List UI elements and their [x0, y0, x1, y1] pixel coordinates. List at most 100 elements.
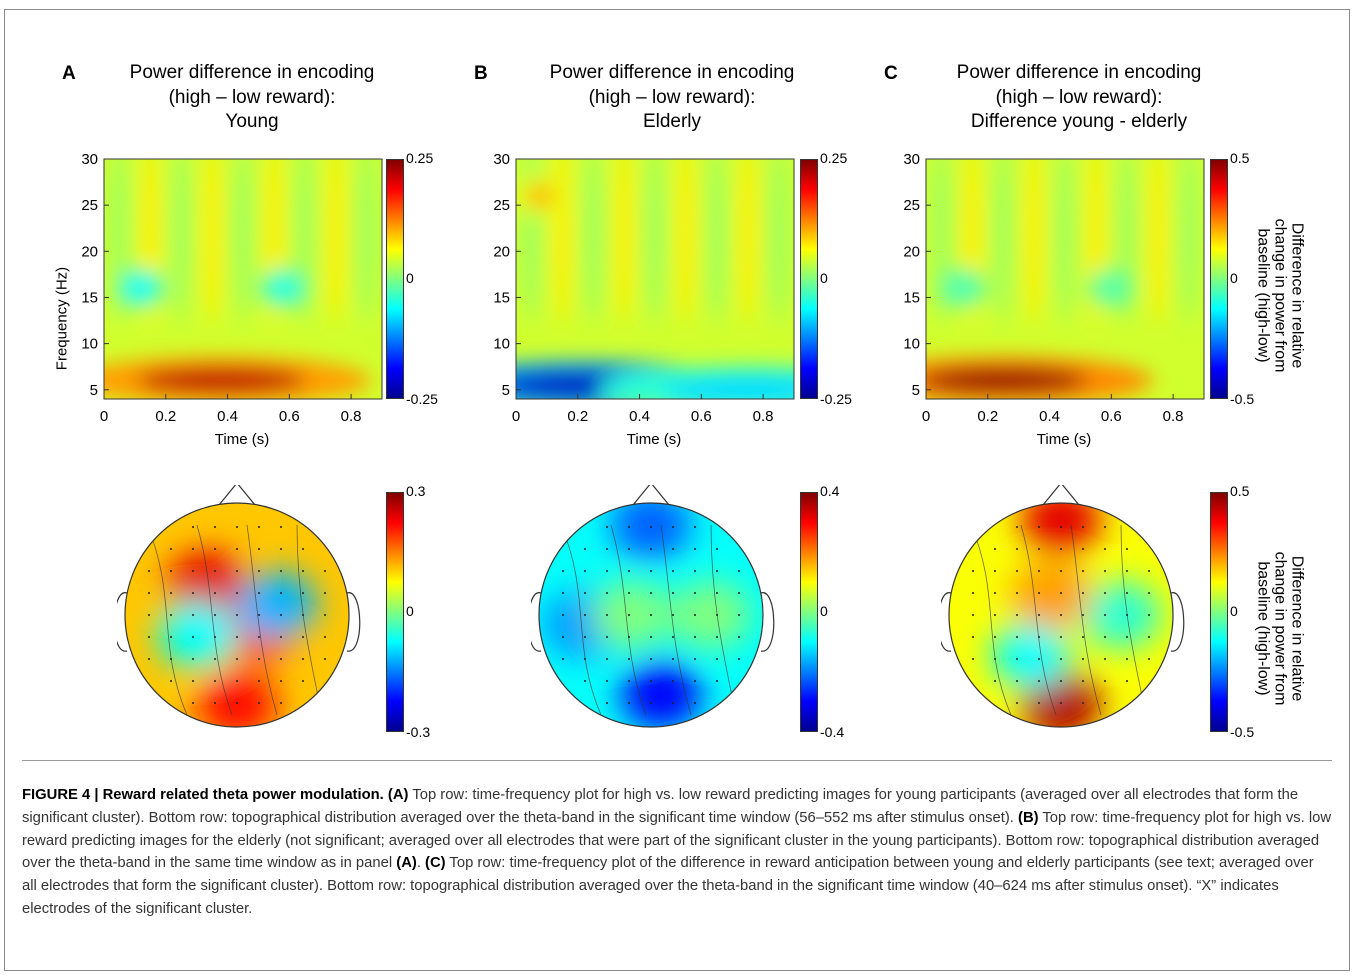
tf-ytick-label: 20: [903, 243, 920, 260]
electrode-dot: [650, 526, 652, 528]
tf-frame: [925, 158, 1205, 400]
electrode-dot: [650, 592, 652, 594]
electrode-dot: [280, 570, 282, 572]
electrode-dot: [1016, 548, 1018, 550]
tf-stripe: [171, 159, 192, 323]
tf-stripe: [583, 159, 604, 323]
electrode-dot: [972, 614, 974, 616]
contour-line: [196, 524, 233, 716]
electrode-dot: [1148, 636, 1150, 638]
topo-blob: [671, 581, 751, 649]
electrode-dot: [214, 548, 216, 550]
cbar-tick-max: 0.4: [820, 483, 840, 499]
electrode-dot: [280, 526, 282, 528]
tf-ytick-label: 25: [81, 197, 98, 214]
electrode-dot: [672, 702, 674, 704]
electrode-dot: [214, 570, 216, 572]
electrode-dot: [258, 658, 260, 660]
tf-plot-a: 30 25 20 15 10 50 0.2 0.4 0.6 0.8: [81, 151, 383, 425]
electrode-dot: [258, 548, 260, 550]
tf-ytick-label: 25: [493, 197, 510, 214]
tf-ytick-label: 5: [502, 382, 510, 399]
tf-stripe: [737, 159, 758, 323]
tf-stripe: [356, 159, 377, 323]
electrode-dot: [1104, 526, 1106, 528]
tf-stripe: [645, 159, 665, 323]
electrode-dot: [1016, 570, 1018, 572]
electrode-dot: [192, 636, 194, 638]
electrode-dot: [628, 592, 630, 594]
electrode-dot: [1060, 570, 1062, 572]
electrode-dot: [1016, 658, 1018, 660]
tf-xlabel: Time (s): [214, 431, 270, 448]
topo-blob: [1081, 581, 1161, 649]
tf-ytick-label: 25: [903, 197, 920, 214]
electrode-dot: [302, 548, 304, 550]
electrode-dot: [214, 702, 216, 704]
electrode-dot: [302, 592, 304, 594]
electrode-dot: [1016, 636, 1018, 638]
tf-xtick-label: 0.2: [155, 408, 176, 425]
electrode-dot: [1104, 702, 1106, 704]
contour-line: [1070, 524, 1102, 716]
electrode-dot: [1148, 614, 1150, 616]
electrode-dot: [236, 658, 238, 660]
electrode-dot: [280, 614, 282, 616]
electrode-dot: [236, 526, 238, 528]
tf-stripe: [768, 159, 789, 323]
electrode-dot: [214, 658, 216, 660]
cbar-tick-max: 0.3: [406, 483, 426, 499]
electrode-dot: [324, 570, 326, 572]
electrode-dot: [1038, 636, 1040, 638]
topo-map-c: [941, 485, 1185, 728]
electrode-dot: [1082, 636, 1084, 638]
electrode-dot: [584, 548, 586, 550]
tf-stripe: [233, 159, 253, 323]
electrode-dot: [280, 636, 282, 638]
electrode-dot: [1060, 548, 1062, 550]
electrode-dot: [192, 658, 194, 660]
electrode-dot: [994, 680, 996, 682]
electrode-dot: [280, 680, 282, 682]
electrode-dot: [716, 680, 718, 682]
electrode-dot: [650, 658, 652, 660]
tf-ytick-label: 5: [90, 382, 98, 399]
cbar-title: Difference in relative change in power f…: [1254, 218, 1306, 373]
electrode-dot: [972, 570, 974, 572]
electrode-dot: [236, 680, 238, 682]
right-ear: [346, 592, 361, 652]
electrode-dot: [738, 658, 740, 660]
topo-blob: [197, 671, 277, 727]
electrode-dot: [1104, 680, 1106, 682]
topo-blob: [1021, 503, 1101, 554]
electrode-dot: [236, 636, 238, 638]
electrode-dot: [1126, 548, 1128, 550]
topo-blob: [167, 551, 247, 619]
electrode-dot: [148, 658, 150, 660]
electrode-dot: [584, 614, 586, 616]
electrode-dot: [694, 592, 696, 594]
electrode-dot: [672, 526, 674, 528]
electrode-dot: [1104, 636, 1106, 638]
electrode-dot: [628, 548, 630, 550]
cbar-tick-min: -0.3: [406, 724, 431, 740]
caption-separator: [22, 760, 1332, 761]
topo-blob: [991, 621, 1071, 689]
electrode-dot: [280, 658, 282, 660]
contour-line: [660, 524, 692, 716]
cbar-tick-min: -0.25: [406, 391, 438, 407]
tf-ytick-label: 30: [81, 151, 98, 168]
head-outline: [124, 502, 350, 728]
topo-map-b: [531, 485, 775, 728]
electrode-dot: [1126, 570, 1128, 572]
electrode-dot: [1038, 526, 1040, 528]
electrode-dot: [1060, 636, 1062, 638]
cbar-tick-mid: 0: [1230, 603, 1238, 619]
electrode-dot: [170, 548, 172, 550]
tf-stripe: [614, 159, 635, 323]
electrode-dot: [672, 592, 674, 594]
electrode-dot: [694, 526, 696, 528]
electrode-dot: [694, 680, 696, 682]
tf-blob-core: [136, 367, 307, 394]
electrode-dot: [258, 592, 260, 594]
